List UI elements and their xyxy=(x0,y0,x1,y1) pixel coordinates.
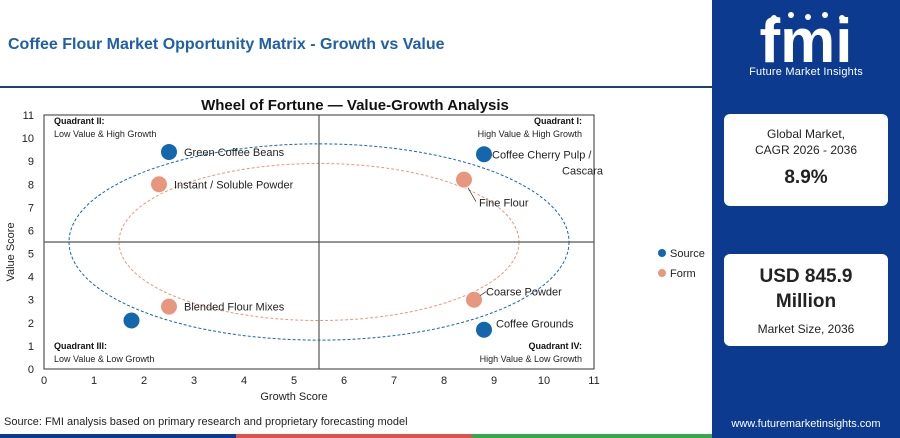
y-tick-label: 8 xyxy=(28,179,34,191)
source-note: Source: FMI analysis based on primary re… xyxy=(4,416,408,428)
x-tick-label: 3 xyxy=(191,375,197,387)
data-label: Fine Flour xyxy=(479,198,529,210)
label-leader-line xyxy=(479,291,487,297)
data-label: Coffee Cherry Pulp / xyxy=(492,149,592,161)
x-tick-label: 5 xyxy=(291,375,297,387)
quadrant-description: High Value & Low Growth xyxy=(480,354,582,364)
y-tick-label: 7 xyxy=(28,202,34,214)
legend-marker xyxy=(658,269,666,277)
data-label: Coffee Grounds xyxy=(496,319,574,331)
x-tick-label: 10 xyxy=(538,375,550,387)
label-leader-line xyxy=(467,187,477,202)
data-point xyxy=(475,320,493,339)
data-point xyxy=(150,175,168,194)
x-tick-label: 7 xyxy=(391,375,397,387)
bottom-color-bar xyxy=(0,434,712,438)
data-point xyxy=(455,170,473,189)
data-label: Blended Flour Mixes xyxy=(184,302,285,314)
page-title: Coffee Flour Market Opportunity Matrix -… xyxy=(8,36,445,53)
legend-label: Form xyxy=(670,268,696,280)
cagr-value: 8.9% xyxy=(784,167,828,188)
data-label: Cascara xyxy=(562,165,604,177)
market-size-value-line1: USD 845.9 xyxy=(759,266,853,287)
x-tick-label: 8 xyxy=(441,375,447,387)
data-point xyxy=(160,142,178,161)
y-tick-label: 1 xyxy=(28,341,34,353)
data-point xyxy=(160,297,178,316)
quadrant-description: Low Value & Low Growth xyxy=(54,354,154,364)
data-label: Coarse Powder xyxy=(486,287,562,299)
quadrant-description: High Value & High Growth xyxy=(478,129,582,139)
website-link[interactable]: www.futuremarketinsights.com xyxy=(731,418,881,430)
cagr-card: Global Market, CAGR 2026 - 2036 8.9% xyxy=(724,114,888,206)
x-tick-label: 11 xyxy=(588,375,599,387)
data-point xyxy=(475,145,493,164)
market-size-value-line2: Million xyxy=(775,291,837,312)
header: Coffee Flour Market Opportunity Matrix -… xyxy=(0,0,712,86)
y-tick-label: 5 xyxy=(28,249,34,261)
legend-label: Source xyxy=(670,248,705,260)
x-tick-label: 0 xyxy=(41,375,47,387)
cagr-label-line1: Global Market, xyxy=(766,127,846,141)
data-point xyxy=(465,290,483,309)
sidebar: fmi Future Market Insights Global Market… xyxy=(712,0,900,438)
quadrant-title: Quadrant II: xyxy=(54,116,105,126)
market-size-label: Market Size, 2036 xyxy=(757,322,855,336)
logo-subtitle: Future Market Insights xyxy=(749,66,863,78)
x-tick-label: 1 xyxy=(91,375,97,387)
y-tick-label: 3 xyxy=(28,295,34,307)
y-tick-label: 0 xyxy=(28,364,34,376)
quadrant-title: Quadrant IV: xyxy=(528,341,582,351)
y-tick-label: 4 xyxy=(28,272,34,284)
x-axis-label: Growth Score xyxy=(260,391,327,403)
y-tick-label: 9 xyxy=(28,156,34,168)
chart-title: Wheel of Fortune — Value-Growth Analysis xyxy=(201,97,509,114)
x-tick-label: 2 xyxy=(141,375,147,387)
y-tick-label: 10 xyxy=(22,133,34,145)
quadrant-description: Low Value & High Growth xyxy=(54,129,156,139)
y-tick-label: 11 xyxy=(23,110,34,122)
cagr-label-line2: CAGR 2026 - 2036 xyxy=(754,143,858,157)
y-tick-label: 2 xyxy=(28,318,34,330)
quadrant-title: Quadrant I: xyxy=(534,116,582,126)
fmi-logo: fmi xyxy=(760,7,853,76)
data-label: Green Coffee Beans xyxy=(184,147,285,159)
opportunity-matrix-chart: Wheel of Fortune — Value-Growth Analysis… xyxy=(5,97,705,403)
header-divider xyxy=(0,86,712,88)
y-tick-label: 6 xyxy=(28,225,34,237)
legend-marker xyxy=(658,249,666,257)
quadrant-title: Quadrant III: xyxy=(54,341,107,351)
x-tick-label: 9 xyxy=(491,375,497,387)
x-tick-label: 4 xyxy=(241,375,247,387)
data-label: Instant / Soluble Powder xyxy=(174,179,294,191)
data-point xyxy=(122,311,141,330)
x-tick-label: 6 xyxy=(341,375,347,387)
market-size-card: USD 845.9 Million Market Size, 2036 xyxy=(724,254,888,346)
logo-icons xyxy=(771,12,845,21)
y-axis-label: Value Score xyxy=(5,222,17,281)
